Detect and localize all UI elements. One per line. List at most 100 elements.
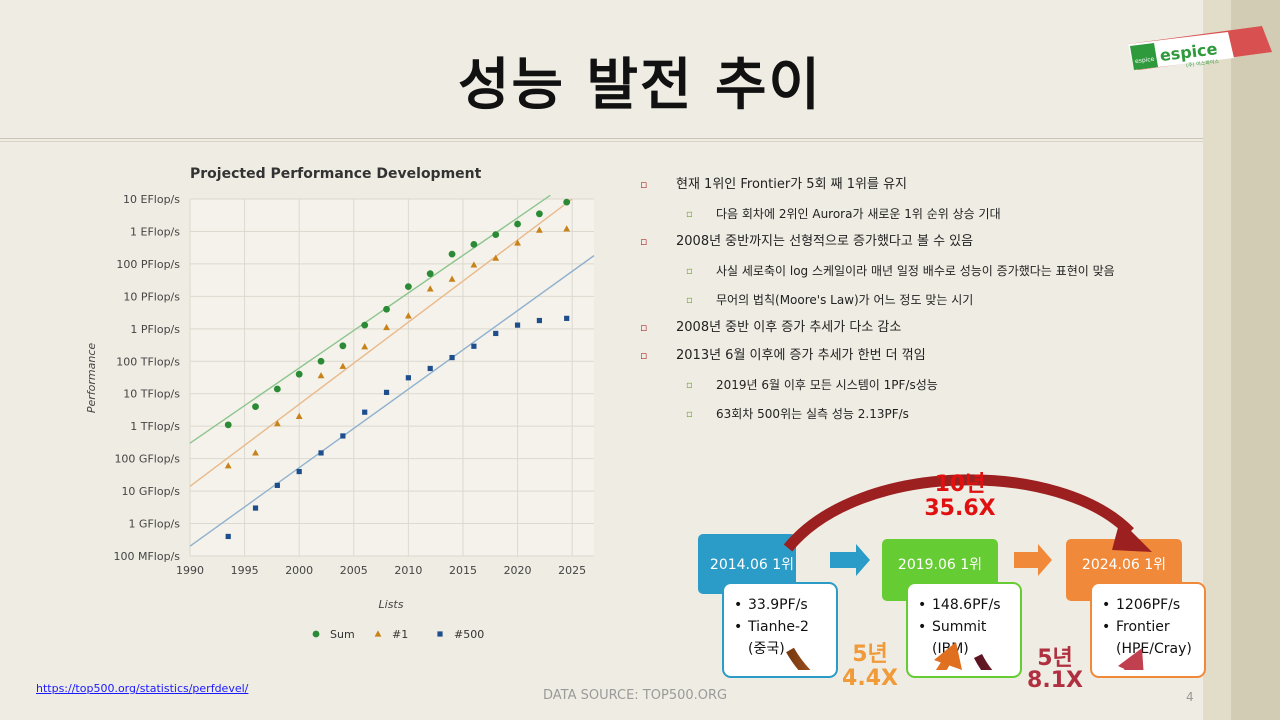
bullet-text: 2019년 6월 이후 모든 시스템이 1PF/s성능: [716, 378, 938, 392]
arrow-2014-2019: [830, 544, 870, 576]
chart-point: [492, 231, 500, 238]
page-number: 4: [1186, 690, 1194, 704]
timeline-box-2024-system: Frontier: [1102, 616, 1196, 638]
chart-point: [252, 403, 259, 411]
chart-y-tick-label: 1 EFlop/s: [130, 225, 180, 238]
slide-title: 성능 발전 추이: [457, 53, 823, 118]
bullet-marker-icon: ▫: [640, 349, 648, 362]
chart-first-trend-line: [189, 198, 573, 487]
chart-series-1: [224, 225, 571, 469]
timeline-box-2014-system-sub: (중국): [748, 641, 785, 657]
timeline-box-2024-body: 1206PF/s Frontier (HPE/Cray): [1090, 582, 1206, 678]
overall-factor-label: 35.6X: [924, 496, 996, 521]
title-divider: [0, 138, 1203, 139]
chart-x-tick-label: 1990: [176, 564, 204, 577]
chart-x-tick-label: 2010: [394, 564, 422, 577]
timeline-box-2019-header-text: 2019.06 1위: [897, 557, 983, 573]
legend-label-0: Sum: [330, 628, 355, 641]
step2-factor-label: 8.1X: [1027, 668, 1083, 693]
chart-title: Projected Performance Development: [190, 166, 482, 182]
logo-mark-text: espice: [1135, 56, 1155, 65]
chart-point: [448, 250, 456, 258]
chart-point: [536, 210, 543, 218]
bullet-marker-icon: ▫: [686, 409, 693, 420]
bullet-item-6: ▫ 2013년 6월 이후에 증가 추세가 한번 더 꺾임: [640, 347, 1160, 365]
chart-point: [563, 225, 571, 232]
chart-point: [252, 449, 259, 456]
chart-y-tick-label: 100 MFlop/s: [113, 550, 180, 563]
timeline-box-2014-perf: 33.9PF/s: [734, 594, 828, 616]
bullet-marker-icon: ▫: [686, 380, 693, 391]
chart-y-tick-label: 100 GFlop/s: [114, 453, 180, 466]
chart-plot-area: [190, 199, 594, 556]
arc-arrow-2014-2024-head: [1112, 520, 1152, 552]
bullet-text: 2008년 중반까지는 선형적으로 증가했다고 볼 수 있음: [676, 234, 974, 249]
overall-years-label: 10년: [934, 472, 986, 497]
chart-x-tick-label: 2005: [340, 564, 368, 577]
chart-sum-trend-line: [189, 194, 551, 444]
legend-marker-2: [437, 631, 443, 637]
chart-y-tick-label: 1 PFlop/s: [130, 323, 180, 336]
chart-point: [383, 389, 390, 395]
bullet-item-5: ▫ 2008년 중반 이후 증가 추세가 다소 감소: [640, 319, 1160, 337]
chart-point: [426, 270, 434, 278]
chart-y-tick-label: 1 TFlop/s: [130, 420, 180, 433]
performance-chart: 1990 1995 2000 2005 2010 2015 2020 2025 100 MFlo…: [85, 166, 595, 641]
logo-subtext: (주) 이스파이스: [1186, 58, 1220, 69]
bullet-marker-icon: ▫: [686, 209, 693, 220]
arc-arrow-2014-2024: [783, 474, 1134, 552]
timeline-box-2019-perf: 148.6PF/s: [918, 594, 1012, 616]
legend-label-2: #500: [454, 628, 484, 641]
chart-y-tick-label: 10 GFlop/s: [121, 485, 180, 498]
chart-point: [273, 420, 281, 427]
bullet-text: 무어의 법칙(Moore's Law)가 어느 정도 맞는 시기: [716, 293, 974, 307]
chart-legend: Sum #1 #500: [312, 628, 484, 641]
bullet-marker-icon: ▫: [686, 266, 693, 277]
chart-point: [536, 226, 543, 233]
bullet-text: 다음 회차에 2위인 Aurora가 새로운 1위 순위 상승 기대: [716, 207, 1001, 221]
chart-point: [514, 220, 521, 228]
logo-green-mark: [1130, 43, 1158, 70]
chart-y-tick-label: 100 PFlop/s: [116, 258, 180, 271]
chart-y-tick-label: 1 GFlop/s: [128, 518, 180, 531]
chart-point: [448, 275, 456, 282]
chart-y-tick-label: 10 TFlop/s: [123, 388, 180, 401]
chart-point: [340, 433, 346, 439]
chart-x-tick-label: 2000: [285, 564, 313, 577]
timeline-box-2019-system: Summit: [918, 616, 1012, 638]
legend-marker-0: [312, 630, 320, 638]
espice-logo: espice espice (주) 이스파이스: [1128, 26, 1272, 70]
source-link[interactable]: https://top500.org/statistics/perfdevel/: [36, 682, 249, 695]
chart-point: [514, 322, 521, 328]
title-divider-secondary: [0, 141, 1203, 142]
chart-point: [317, 357, 325, 365]
bullet-text: 63회차 500위는 실측 성능 2.13PF/s: [716, 407, 909, 421]
arrow-2019-2024: [1014, 544, 1052, 576]
chart-point: [339, 342, 347, 350]
chart-gridlines: [189, 198, 594, 557]
chart-point: [224, 462, 232, 469]
chart-point: [514, 239, 521, 246]
bullet-item-0: ▫ 현재 1위인 Frontier가 5회 째 1위를 유지: [640, 176, 1160, 194]
chart-point: [274, 482, 280, 488]
sub-bullet-item-7: ▫ 2019년 6월 이후 모든 시스템이 1PF/s성능: [640, 375, 1160, 396]
step2-years-label: 5년: [1037, 646, 1073, 671]
chart-point: [361, 321, 369, 329]
bullet-text: 2008년 중반 이후 증가 추세가 다소 감소: [676, 320, 902, 335]
chart-point: [318, 450, 324, 456]
step1-factor-label: 4.4X: [842, 666, 898, 691]
chart-point: [361, 343, 369, 350]
timeline-arrows: [783, 474, 1152, 670]
chart-x-tick-label: 2020: [504, 564, 532, 577]
chart-point: [383, 323, 390, 331]
chart-point: [317, 372, 325, 379]
chart-point: [362, 409, 368, 415]
data-source-label: DATA SOURCE: TOP500.ORG: [543, 688, 728, 703]
chart-point: [295, 412, 303, 420]
timeline-box-2014-header-text: 2014.06 1위: [709, 557, 795, 573]
chart-point: [296, 468, 302, 475]
bullet-text: 2013년 6월 이후에 증가 추세가 한번 더 꺾임: [676, 348, 926, 363]
chart-x-tick-label: 2025: [558, 564, 586, 577]
chart-point: [295, 370, 303, 378]
chart-x-axis-label: Lists: [379, 598, 404, 611]
